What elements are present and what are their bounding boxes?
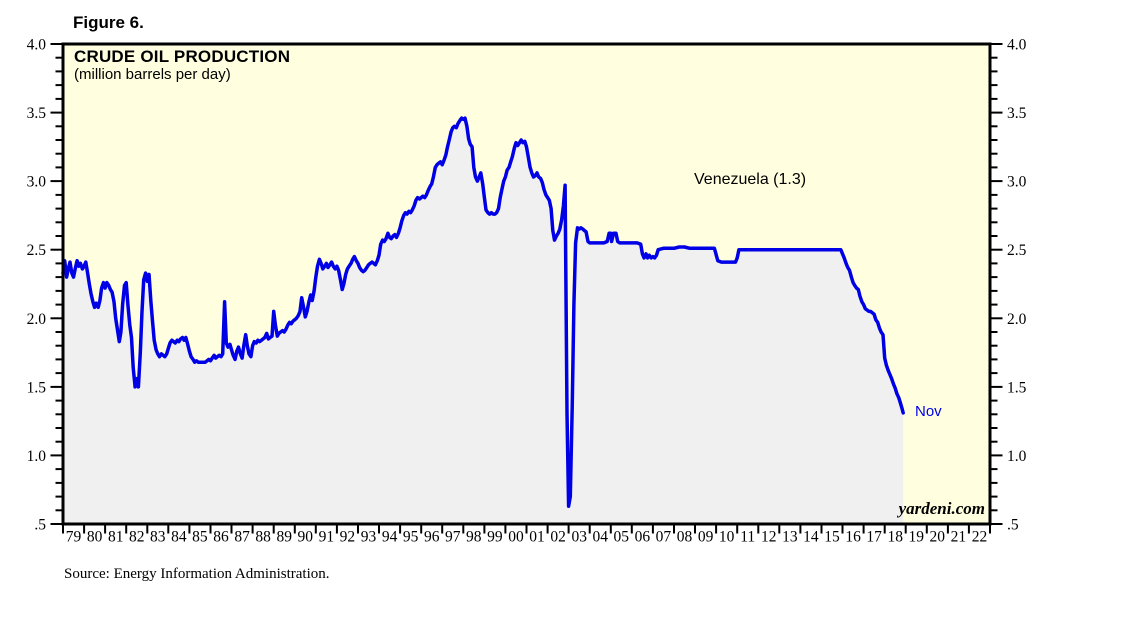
x-axis-label: 03 — [571, 529, 587, 546]
x-axis-label: 85 — [192, 529, 208, 546]
x-axis-label: 05 — [614, 529, 630, 546]
y-axis-label-left: 1.0 — [27, 448, 47, 465]
x-axis-label: 04 — [592, 529, 608, 546]
x-axis-label: 83 — [150, 529, 166, 546]
x-axis-label: 18 — [887, 529, 903, 546]
y-axis-label-left: 1.5 — [27, 379, 47, 396]
y-axis-label-right: .5 — [1007, 517, 1019, 534]
chart-title: CRUDE OIL PRODUCTION — [74, 47, 291, 66]
x-axis-label: 82 — [129, 529, 145, 546]
y-axis-label-left: 3.5 — [27, 105, 47, 122]
x-axis-label: 13 — [782, 529, 798, 546]
x-axis-label: 93 — [361, 529, 377, 546]
x-axis-label: 07 — [656, 529, 672, 546]
x-axis-label: 88 — [255, 529, 271, 546]
y-axis-label-left: 2.5 — [27, 242, 47, 259]
x-axis-label: 21 — [951, 529, 967, 546]
x-axis-label: 06 — [635, 529, 651, 546]
y-axis-label-left: 4.0 — [27, 37, 47, 54]
x-axis-label: 87 — [234, 529, 250, 546]
source-note: Source: Energy Information Administratio… — [64, 566, 330, 582]
y-axis-label-right: 4.0 — [1007, 37, 1027, 54]
x-axis-label: 11 — [740, 529, 755, 546]
figure-label: Figure 6. — [73, 13, 144, 32]
x-axis-label: 17 — [866, 529, 882, 546]
x-axis-label: 12 — [761, 529, 777, 546]
x-axis-label: 02 — [550, 529, 566, 546]
watermark: yardeni.com — [898, 499, 985, 518]
x-axis-label: 99 — [487, 529, 503, 546]
x-axis-label: 98 — [466, 529, 482, 546]
y-axis-label-right: 1.5 — [1007, 379, 1027, 396]
x-axis-label: 00 — [508, 529, 524, 546]
x-axis-label: 80 — [87, 529, 103, 546]
x-axis-label: 92 — [340, 529, 356, 546]
series-annotation: Venezuela (1.3) — [694, 171, 807, 188]
x-axis-label: 14 — [803, 529, 819, 546]
x-axis-label: 79 — [66, 529, 82, 546]
y-axis-label-right: 2.5 — [1007, 242, 1027, 259]
x-axis-label: 96 — [424, 529, 440, 546]
y-axis-label-left: 2.0 — [27, 311, 47, 328]
x-axis-label: 81 — [108, 529, 124, 546]
x-axis-label: 86 — [213, 529, 229, 546]
y-axis-label-right: 2.0 — [1007, 311, 1027, 328]
production-line — [61, 116, 905, 508]
plot-border — [61, 42, 992, 526]
x-axis-label: 84 — [171, 529, 187, 546]
production-area — [63, 118, 904, 524]
x-axis-label: 10 — [719, 529, 735, 546]
x-axis-label: 20 — [930, 529, 946, 546]
y-axis-label-right: 3.5 — [1007, 105, 1027, 122]
x-axis-label: 19 — [909, 529, 925, 546]
x-axis-label: 94 — [382, 529, 398, 546]
x-axis-label: 01 — [529, 529, 545, 546]
y-axis-label-right: 3.0 — [1007, 174, 1027, 191]
y-axis-label-right: 1.0 — [1007, 448, 1027, 465]
x-axis-label: 95 — [403, 529, 419, 546]
x-axis-label: 91 — [319, 529, 335, 546]
x-axis-label: 90 — [298, 529, 314, 546]
x-axis-label: 15 — [824, 529, 840, 546]
x-axis-label: 22 — [972, 529, 988, 546]
x-axis-label: 97 — [445, 529, 461, 546]
x-axis-label: 16 — [845, 529, 861, 546]
latest-point-label: Nov — [915, 403, 942, 420]
chart-subtitle: (million barrels per day) — [74, 66, 231, 83]
x-axis-label: 08 — [677, 529, 693, 546]
y-axis-label-left: 3.0 — [27, 174, 47, 191]
y-axis-label-left: .5 — [34, 517, 46, 534]
x-axis-label: 09 — [698, 529, 714, 546]
x-axis-label: 89 — [276, 529, 292, 546]
